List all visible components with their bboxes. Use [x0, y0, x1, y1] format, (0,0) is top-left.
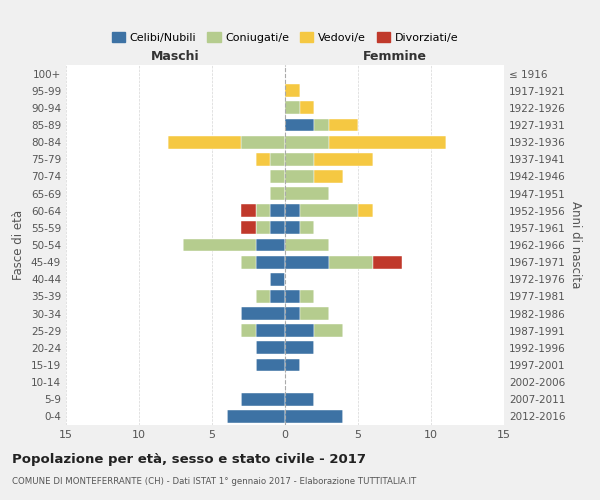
Text: Maschi: Maschi: [151, 50, 200, 64]
Bar: [329, 256, 373, 268]
Bar: [285, 204, 299, 217]
Bar: [256, 222, 271, 234]
Bar: [256, 324, 285, 337]
Bar: [271, 222, 285, 234]
Legend: Celibi/Nubili, Coniugati/e, Vedovi/e, Divorziati/e: Celibi/Nubili, Coniugati/e, Vedovi/e, Di…: [107, 28, 463, 47]
Bar: [271, 290, 285, 303]
Bar: [285, 290, 299, 303]
Y-axis label: Fasce di età: Fasce di età: [13, 210, 25, 280]
Bar: [285, 170, 314, 183]
Bar: [285, 307, 299, 320]
Bar: [329, 118, 358, 132]
Bar: [285, 238, 329, 252]
Bar: [285, 187, 329, 200]
Bar: [285, 358, 299, 372]
Bar: [299, 290, 314, 303]
Bar: [299, 102, 314, 114]
Bar: [241, 324, 256, 337]
Text: Femmine: Femmine: [362, 50, 427, 64]
Bar: [256, 342, 285, 354]
Bar: [241, 204, 256, 217]
Bar: [299, 222, 314, 234]
Bar: [271, 187, 285, 200]
Bar: [241, 307, 285, 320]
Bar: [285, 118, 314, 132]
Bar: [299, 204, 358, 217]
Bar: [285, 410, 343, 423]
Text: COMUNE DI MONTEFERRANTE (CH) - Dati ISTAT 1° gennaio 2017 - Elaborazione TUTTITA: COMUNE DI MONTEFERRANTE (CH) - Dati ISTA…: [12, 478, 416, 486]
Bar: [373, 256, 402, 268]
Bar: [285, 102, 299, 114]
Bar: [285, 393, 314, 406]
Bar: [271, 204, 285, 217]
Bar: [256, 256, 285, 268]
Bar: [241, 136, 285, 148]
Bar: [241, 256, 256, 268]
Bar: [256, 153, 271, 166]
Bar: [227, 410, 285, 423]
Bar: [329, 136, 446, 148]
Bar: [256, 204, 271, 217]
Bar: [285, 136, 329, 148]
Bar: [314, 170, 343, 183]
Bar: [271, 153, 285, 166]
Bar: [299, 307, 329, 320]
Bar: [271, 273, 285, 285]
Text: Popolazione per età, sesso e stato civile - 2017: Popolazione per età, sesso e stato civil…: [12, 452, 366, 466]
Bar: [256, 358, 285, 372]
Bar: [314, 118, 329, 132]
Bar: [285, 324, 314, 337]
Bar: [285, 342, 314, 354]
Bar: [285, 153, 314, 166]
Bar: [256, 238, 285, 252]
Bar: [271, 170, 285, 183]
Y-axis label: Anni di nascita: Anni di nascita: [569, 202, 582, 288]
Bar: [285, 256, 329, 268]
Bar: [314, 324, 343, 337]
Bar: [256, 290, 271, 303]
Bar: [241, 393, 285, 406]
Bar: [241, 222, 256, 234]
Bar: [285, 222, 299, 234]
Bar: [168, 136, 241, 148]
Bar: [314, 153, 373, 166]
Bar: [358, 204, 373, 217]
Bar: [285, 84, 299, 97]
Bar: [183, 238, 256, 252]
